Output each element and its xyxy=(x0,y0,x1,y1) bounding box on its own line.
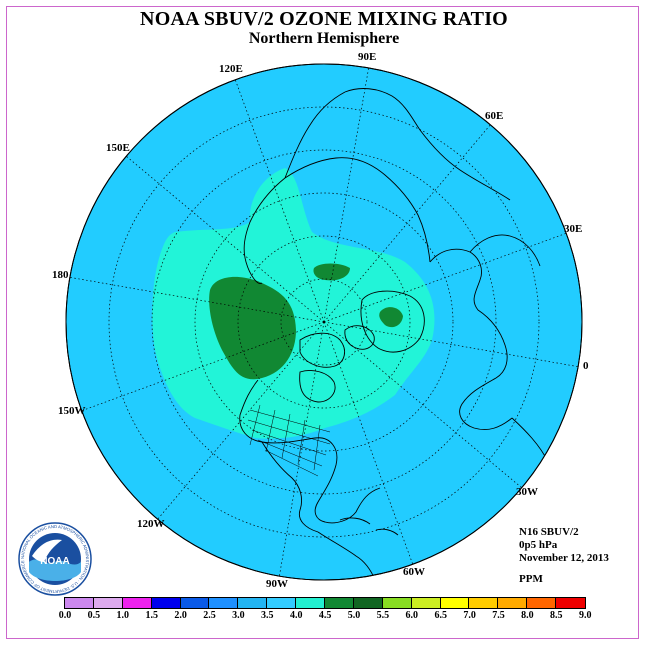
lon-label-30w: 30W xyxy=(516,486,538,498)
lon-label-150w: 150W xyxy=(58,405,86,417)
lon-label-30e: 30E xyxy=(564,223,583,235)
units-label: PPM xyxy=(519,573,543,585)
noaa-logo: NOAA NATIONAL OCEANIC AND ATMOSPHERIC AD… xyxy=(18,522,92,596)
colorbar-tick-label: 3.0 xyxy=(232,610,245,621)
coastline-europe xyxy=(429,234,541,430)
ozone-region-3.5-4.0 xyxy=(152,168,435,439)
colorbar-segment xyxy=(469,598,499,608)
ozone-region-4.5-5.0-greenland xyxy=(379,307,403,328)
noaa-logo-text: NOAA xyxy=(40,556,69,567)
colorbar-segment xyxy=(353,598,383,608)
latitude-circles xyxy=(108,106,540,538)
colorbar-segment xyxy=(180,598,210,608)
page-subtitle: Northern Hemisphere xyxy=(248,30,400,47)
page-title: NOAA SBUV/2 OZONE MIXING RATIO xyxy=(140,8,508,30)
instrument-label: N16 SBUV/2 xyxy=(519,526,579,538)
lon-label-0: 0 xyxy=(583,360,589,372)
colorbar-tick-label: 9.0 xyxy=(578,610,592,621)
colorbar-segment xyxy=(151,598,181,608)
colorbar-segment xyxy=(556,598,586,608)
colorbar-segment xyxy=(440,598,470,608)
coastline-hudson-bay xyxy=(299,370,336,403)
colorbar-tick-label: 7.5 xyxy=(492,610,505,621)
coastline-caribbean xyxy=(339,517,399,536)
colorbar-segment xyxy=(209,598,239,608)
lon-label-90e: 90E xyxy=(358,51,377,63)
product-info: N16 SBUV/2 0p5 hPa November 12, 2013 xyxy=(519,526,609,565)
colorbar xyxy=(64,597,587,609)
coastline-greenland xyxy=(360,290,425,353)
colorbar-tick-label: 0.5 xyxy=(87,610,101,621)
colorbar-segment xyxy=(382,598,412,608)
lon-label-120w: 120W xyxy=(137,518,165,530)
lon-label-60e: 60E xyxy=(485,110,504,122)
colorbar-tick-label: 6.0 xyxy=(405,610,419,621)
pressure-level-label: 0p5 hPa xyxy=(519,539,558,551)
colorbar-tick-label: 4.5 xyxy=(318,610,332,621)
lon-label-90w: 90W xyxy=(266,578,288,590)
lon-label-60w: 60W xyxy=(403,566,425,578)
colorbar-segment xyxy=(65,598,94,608)
lon-label-180: 180 xyxy=(52,269,69,281)
coastline-asia xyxy=(243,91,431,284)
colorbar-tick-label: 8.5 xyxy=(550,610,563,621)
colorbar-segment xyxy=(296,598,326,608)
colorbar-tick-label: 2.0 xyxy=(174,610,187,621)
colorbar-tick-label: 1.0 xyxy=(116,610,130,621)
colorbar-tick-label: 1.5 xyxy=(145,610,158,621)
colorbar-tick-label: 0.0 xyxy=(58,610,72,621)
lon-label-150e: 150E xyxy=(106,142,130,154)
colorbar-tick-label: 6.5 xyxy=(434,610,447,621)
meridians xyxy=(67,65,581,579)
colorbar-segment xyxy=(122,598,152,608)
political-boundaries xyxy=(247,404,331,477)
colorbar-tick-label: 4.0 xyxy=(289,610,303,621)
figure-border xyxy=(6,6,639,639)
date-label: November 12, 2013 xyxy=(519,552,609,564)
colorbar-segment xyxy=(411,598,441,608)
ozone-region-4.5-5.0-siberia xyxy=(313,263,350,281)
colorbar-segment xyxy=(527,598,557,608)
colorbar-tick-label: 5.0 xyxy=(347,610,361,621)
colorbar-segment xyxy=(93,598,123,608)
colorbar-tick-label: 5.5 xyxy=(376,610,390,621)
colorbar-segment xyxy=(238,598,268,608)
ozone-region-4.5-5.0-pacific xyxy=(209,276,296,380)
colorbar-segment xyxy=(498,598,528,608)
colorbar-tick-label: 8.0 xyxy=(521,610,534,621)
colorbar-tick-label: 3.5 xyxy=(261,610,274,621)
colorbar-tick-label: 7.0 xyxy=(463,610,476,621)
colorbar-segment xyxy=(325,598,354,608)
colorbar-tick-label: 2.5 xyxy=(203,610,216,621)
colorbar-segment xyxy=(267,598,297,608)
lon-label-120e: 120E xyxy=(219,63,243,75)
